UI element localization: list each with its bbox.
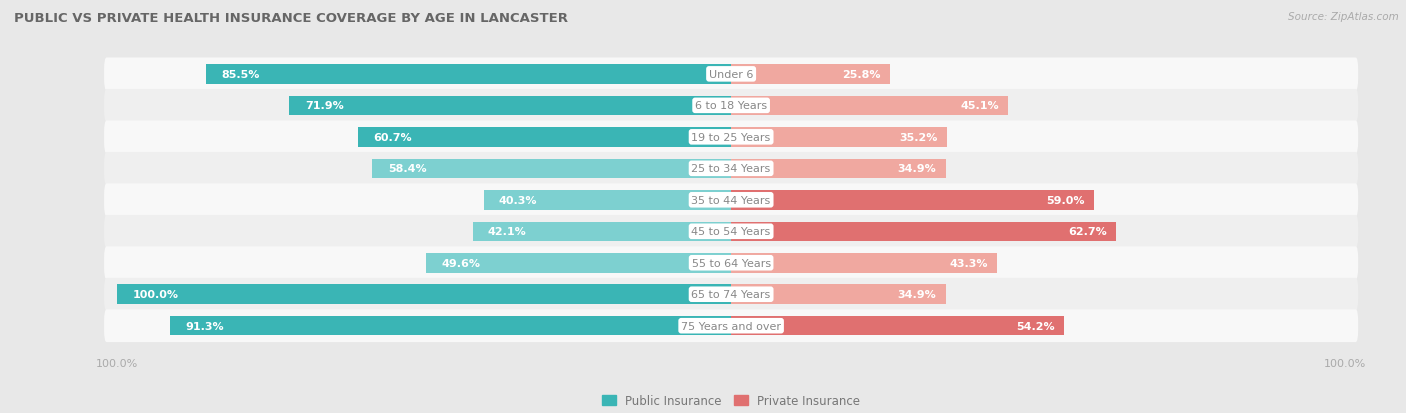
FancyBboxPatch shape <box>104 121 1358 154</box>
Text: 60.7%: 60.7% <box>374 133 412 142</box>
Text: 34.9%: 34.9% <box>897 164 936 174</box>
Bar <box>731 190 1094 210</box>
Bar <box>731 222 1116 242</box>
FancyBboxPatch shape <box>104 216 1358 248</box>
Text: 54.2%: 54.2% <box>1017 321 1054 331</box>
Text: 65 to 74 Years: 65 to 74 Years <box>692 290 770 299</box>
Text: 42.1%: 42.1% <box>488 227 527 237</box>
Text: 34.9%: 34.9% <box>897 290 936 299</box>
Bar <box>373 159 731 179</box>
Text: Source: ZipAtlas.com: Source: ZipAtlas.com <box>1288 12 1399 22</box>
FancyBboxPatch shape <box>104 310 1358 342</box>
Text: 35 to 44 Years: 35 to 44 Years <box>692 195 770 205</box>
Text: 45.1%: 45.1% <box>960 101 998 111</box>
FancyBboxPatch shape <box>104 58 1358 91</box>
Bar <box>484 190 731 210</box>
FancyBboxPatch shape <box>104 184 1358 217</box>
Text: 6 to 18 Years: 6 to 18 Years <box>695 101 768 111</box>
Text: 100.0%: 100.0% <box>132 290 179 299</box>
Text: 25.8%: 25.8% <box>842 70 880 80</box>
FancyBboxPatch shape <box>104 152 1358 185</box>
Text: Under 6: Under 6 <box>709 70 754 80</box>
Bar <box>426 254 731 273</box>
Bar <box>170 316 731 336</box>
Bar <box>731 316 1064 336</box>
Text: 40.3%: 40.3% <box>499 195 537 205</box>
Text: 45 to 54 Years: 45 to 54 Years <box>692 227 770 237</box>
Bar <box>359 128 731 147</box>
Text: 49.6%: 49.6% <box>441 258 481 268</box>
Text: 25 to 34 Years: 25 to 34 Years <box>692 164 770 174</box>
Text: 55 to 64 Years: 55 to 64 Years <box>692 258 770 268</box>
Text: 85.5%: 85.5% <box>221 70 260 80</box>
FancyBboxPatch shape <box>104 278 1358 311</box>
Text: 19 to 25 Years: 19 to 25 Years <box>692 133 770 142</box>
Text: 75 Years and over: 75 Years and over <box>681 321 782 331</box>
Bar <box>205 65 731 84</box>
Bar <box>117 285 731 304</box>
FancyBboxPatch shape <box>104 90 1358 122</box>
Bar <box>472 222 731 242</box>
Text: 62.7%: 62.7% <box>1069 227 1107 237</box>
Bar <box>731 65 890 84</box>
Text: 43.3%: 43.3% <box>949 258 988 268</box>
FancyBboxPatch shape <box>104 247 1358 280</box>
Text: 91.3%: 91.3% <box>186 321 225 331</box>
Bar <box>731 96 1008 116</box>
Legend: Public Insurance, Private Insurance: Public Insurance, Private Insurance <box>598 389 865 411</box>
Text: 71.9%: 71.9% <box>305 101 343 111</box>
Text: 35.2%: 35.2% <box>900 133 938 142</box>
Bar <box>290 96 731 116</box>
Text: 59.0%: 59.0% <box>1046 195 1084 205</box>
Bar <box>731 128 948 147</box>
Text: PUBLIC VS PRIVATE HEALTH INSURANCE COVERAGE BY AGE IN LANCASTER: PUBLIC VS PRIVATE HEALTH INSURANCE COVER… <box>14 12 568 25</box>
Bar <box>731 285 945 304</box>
Bar <box>731 254 997 273</box>
Bar <box>731 159 945 179</box>
Text: 58.4%: 58.4% <box>388 164 426 174</box>
